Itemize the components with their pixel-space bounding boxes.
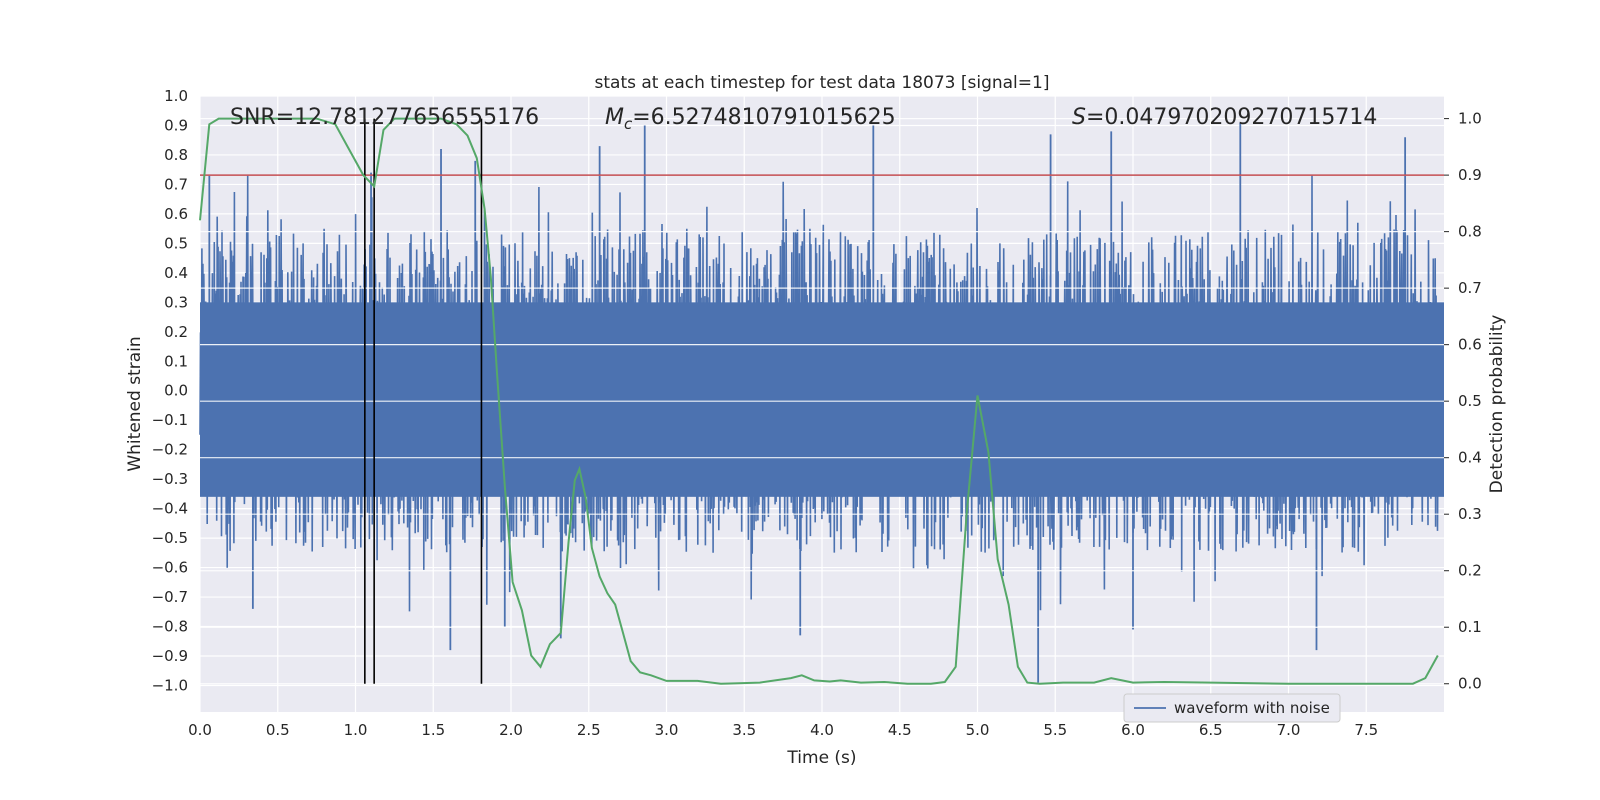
vertical-markers bbox=[364, 118, 483, 684]
x-tick-label: 2.0 bbox=[499, 721, 523, 739]
y-tick-label: 0.4 bbox=[164, 264, 188, 282]
x-tick-label: 2.5 bbox=[577, 721, 601, 739]
x-tick-label: 4.0 bbox=[810, 721, 834, 739]
y2-tick-label: 0.8 bbox=[1458, 223, 1482, 241]
x-tick-label: 3.0 bbox=[655, 721, 679, 739]
y-tick-label: 0.5 bbox=[164, 234, 188, 252]
x-tick-label: 5.0 bbox=[966, 721, 990, 739]
y2-tick-label: 0.3 bbox=[1458, 505, 1482, 523]
x-axis-title: Time (s) bbox=[786, 748, 856, 768]
y-tick-label: −1.0 bbox=[152, 676, 188, 694]
y-tick-label: 0.7 bbox=[164, 175, 188, 193]
y2-tick-label: 0.7 bbox=[1458, 279, 1482, 297]
y-tick-label: 0.3 bbox=[164, 293, 188, 311]
y2-tick-labels: 1.0 0.9 0.8 0.7 0.6 0.5 0.4 0.3 0.2 0.1 0.0 bbox=[1444, 110, 1482, 693]
y2-tick-label: 0.1 bbox=[1458, 618, 1482, 636]
x-tick-label: 0.0 bbox=[188, 721, 212, 739]
x-tick-label: 7.0 bbox=[1277, 721, 1301, 739]
y2-tick-label: 0.0 bbox=[1458, 675, 1482, 693]
y-tick-label: −0.7 bbox=[152, 588, 188, 606]
y-tick-label: −0.5 bbox=[152, 529, 188, 547]
y-tick-labels: 1.0 0.9 0.8 0.7 0.6 0.5 0.4 0.3 0.2 0.1 0.0 −0.1 −0.… bbox=[152, 87, 188, 694]
y2-axis-title: Detection probability bbox=[1487, 315, 1507, 494]
probability-line bbox=[199, 117, 1439, 685]
x-tick-label: 0.5 bbox=[266, 721, 290, 739]
chirp-mass-subscript: c bbox=[624, 115, 633, 133]
x-tick-label: 3.5 bbox=[732, 721, 756, 739]
x-tick-label: 6.0 bbox=[1121, 721, 1145, 739]
legend-box bbox=[1123, 693, 1341, 723]
legend: waveform with noise bbox=[1123, 693, 1341, 723]
y-tick-label: −0.8 bbox=[152, 618, 188, 636]
chirp-mass-value: =6.5274810791015625 bbox=[632, 105, 895, 130]
x-tick-label: 7.5 bbox=[1354, 721, 1378, 739]
x-tick-label: 6.5 bbox=[1199, 721, 1223, 739]
y-tick-label: −0.2 bbox=[152, 441, 188, 459]
legend-label: waveform with noise bbox=[1174, 699, 1330, 717]
chirp-mass-symbol: M bbox=[605, 105, 624, 130]
y-axis-title: Whitened strain bbox=[125, 336, 145, 471]
noise-band-center bbox=[200, 302, 1444, 497]
x-tick-label: 1.5 bbox=[421, 721, 445, 739]
y-tick-label: 0.0 bbox=[164, 382, 188, 400]
y-tick-label: −0.6 bbox=[152, 559, 188, 577]
y-tick-label: 1.0 bbox=[164, 87, 188, 105]
y2-tick-label: 0.2 bbox=[1458, 562, 1482, 580]
plot-title: stats at each timestep for test data 180… bbox=[595, 73, 1050, 93]
s-annotation: S=0.047970209270715714 bbox=[1072, 105, 1377, 130]
x-tick-labels: 0.0 0.5 1.0 1.5 2.0 2.5 3.0 3.5 4.0 4.5 5.0 5.5 6.0 6… bbox=[188, 721, 1378, 739]
y-tick-label: 0.1 bbox=[164, 352, 188, 370]
x-tick-label: 4.5 bbox=[888, 721, 912, 739]
y2-tick-label: 0.4 bbox=[1458, 449, 1482, 467]
y2-tick-label: 1.0 bbox=[1458, 110, 1482, 128]
y-tick-label: −0.4 bbox=[152, 500, 188, 518]
noise-dense-band bbox=[200, 302, 1444, 497]
y2-tick-label: 0.5 bbox=[1458, 392, 1482, 410]
x-tick-label: 1.0 bbox=[344, 721, 368, 739]
y2-tick-label: 0.9 bbox=[1458, 166, 1482, 184]
y-tick-label: −0.9 bbox=[152, 647, 188, 665]
y-tick-label: −0.1 bbox=[152, 411, 188, 429]
detection-probability-series bbox=[199, 117, 1439, 685]
s-value: =0.047970209270715714 bbox=[1086, 105, 1377, 130]
y-tick-label: 0.8 bbox=[164, 146, 188, 164]
y2-tick-label: 0.6 bbox=[1458, 336, 1482, 354]
y-tick-label: 0.6 bbox=[164, 205, 188, 223]
snr-annotation: SNR=12.781277656555176 bbox=[230, 105, 539, 130]
y-tick-label: 0.9 bbox=[164, 116, 188, 134]
y-tick-label: −0.3 bbox=[152, 470, 188, 488]
x-tick-label: 5.5 bbox=[1043, 721, 1067, 739]
chirp-mass-annotation: Mc=6.5274810791015625 bbox=[605, 105, 896, 133]
s-symbol: S bbox=[1072, 105, 1086, 130]
y-tick-label: 0.2 bbox=[164, 323, 188, 341]
